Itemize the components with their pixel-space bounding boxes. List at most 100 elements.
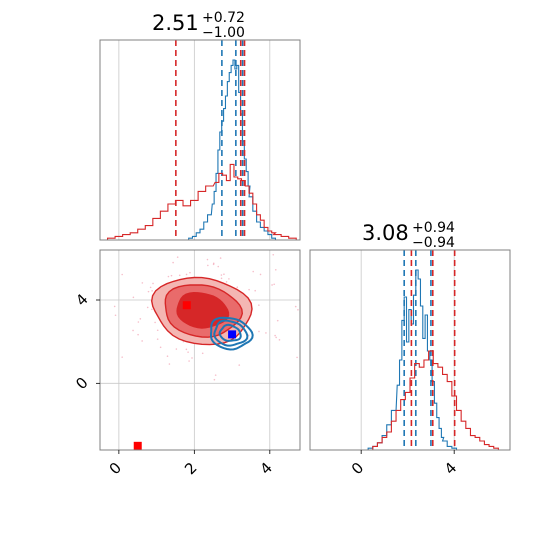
scatter-point xyxy=(132,329,134,332)
scatter-point xyxy=(213,378,216,381)
scatter-point xyxy=(178,274,181,277)
scatter-point xyxy=(141,282,144,284)
histogram-series xyxy=(106,40,297,240)
grid xyxy=(118,40,271,240)
scatter-point xyxy=(223,273,225,276)
title-upper-error: +0.72 xyxy=(202,10,245,26)
scatter-point xyxy=(191,357,193,359)
scatter-point xyxy=(168,363,171,365)
scatter-point xyxy=(170,274,173,277)
scatter-point xyxy=(114,314,117,317)
scatter-point xyxy=(258,330,260,333)
contour-level-blue xyxy=(210,316,254,351)
scatter-point xyxy=(271,284,273,286)
scatter-point xyxy=(212,262,215,265)
histogram-step-line xyxy=(367,269,458,450)
scatter-point xyxy=(141,340,143,342)
scatter-point xyxy=(259,273,262,276)
scatter-point xyxy=(159,346,162,349)
scatter-point xyxy=(175,348,178,350)
scatter-point xyxy=(151,290,153,292)
truth-marker xyxy=(133,441,142,450)
marginal-histogram-param1: 2.51 +0.72 −1.00 xyxy=(99,10,301,241)
scatter-point xyxy=(265,332,267,334)
scatter-point xyxy=(147,290,150,293)
x-tick-labels: 0 2 4 xyxy=(106,450,276,478)
scatter-point xyxy=(154,321,156,324)
scatter-point xyxy=(132,296,135,299)
joint-contour-panel: 0 2 4 04 xyxy=(72,249,301,478)
scatter-point xyxy=(236,286,239,289)
scatter-point xyxy=(214,374,217,376)
scatter-point xyxy=(121,356,123,358)
title-lower-error: −0.94 xyxy=(412,235,455,251)
grid xyxy=(360,250,455,450)
scatter-point xyxy=(166,355,169,358)
scatter-point xyxy=(201,352,204,355)
x-tick-label: 2 xyxy=(181,459,200,478)
x-tick-label: 4 xyxy=(441,459,460,478)
histogram-step-line xyxy=(106,163,297,240)
scatter-point xyxy=(272,253,275,256)
scatter-point xyxy=(217,265,220,268)
y-tick-labels: 04 xyxy=(72,290,100,393)
scatter-point xyxy=(219,257,222,259)
histogram-series xyxy=(367,250,499,450)
title-upper-error: +0.94 xyxy=(412,220,455,236)
scatter-point xyxy=(228,278,230,280)
title-median: 3.08 xyxy=(362,221,409,245)
scatter-point xyxy=(152,282,154,285)
scatter-point xyxy=(258,304,260,306)
scatter-point xyxy=(294,305,297,308)
scatter-point xyxy=(185,273,188,276)
scatter-point xyxy=(207,264,209,267)
scatter-point xyxy=(188,360,190,362)
y-tick-label: 0 xyxy=(72,374,91,393)
scatter-point xyxy=(275,336,277,339)
scatter-point xyxy=(274,269,277,271)
scatter-point xyxy=(156,338,159,340)
scatter-point xyxy=(113,305,116,308)
scatter-point xyxy=(220,274,223,276)
scatter-point xyxy=(149,286,152,289)
scatter-point xyxy=(137,321,140,323)
scatter-point xyxy=(156,329,159,332)
axes-frame xyxy=(309,249,511,451)
scatter-point xyxy=(296,356,298,359)
contour-level-blue xyxy=(218,323,242,342)
truth-marker xyxy=(182,301,191,310)
y-tick-label: 4 xyxy=(72,290,91,309)
scatter-point xyxy=(187,351,189,353)
x-tick-label: 0 xyxy=(106,459,125,478)
scatter-point xyxy=(252,270,255,273)
axes-frame xyxy=(99,249,301,451)
truth-marker xyxy=(228,330,237,339)
scatter-point xyxy=(189,271,191,274)
scatter-point xyxy=(176,256,179,258)
scatter-point xyxy=(121,273,123,276)
scatter-point xyxy=(254,289,256,292)
scatter-point xyxy=(137,333,139,336)
title-lower-error: −1.00 xyxy=(202,25,245,41)
scatter-point xyxy=(274,334,276,337)
scatter-point xyxy=(206,258,209,261)
scatter-point xyxy=(151,308,153,311)
contour-series xyxy=(113,253,299,381)
scatter-point xyxy=(185,348,188,351)
scatter-point xyxy=(238,364,241,366)
contour-level-blue xyxy=(213,319,249,347)
scatter-point xyxy=(297,308,299,311)
title-median: 2.51 xyxy=(152,11,199,35)
scatter-point xyxy=(167,275,170,278)
scatter-point xyxy=(278,339,281,341)
scatter-point xyxy=(276,319,279,322)
scatter-point xyxy=(146,306,149,309)
x-tick-label: 0 xyxy=(348,459,367,478)
scatter-point xyxy=(273,283,275,286)
scatter-point xyxy=(220,277,223,280)
scatter-point xyxy=(248,288,250,291)
scatter-point xyxy=(225,281,228,283)
